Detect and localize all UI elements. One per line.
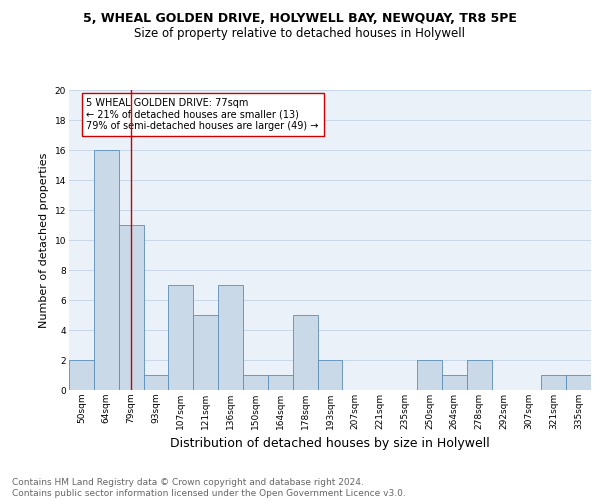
Bar (317, 360, 343, 390)
Bar (293, 315, 317, 390)
Bar (143, 375, 169, 390)
Bar (268, 375, 293, 390)
Bar (193, 315, 218, 390)
Text: Contains HM Land Registry data © Crown copyright and database right 2024.
Contai: Contains HM Land Registry data © Crown c… (12, 478, 406, 498)
Text: 5, WHEAL GOLDEN DRIVE, HOLYWELL BAY, NEWQUAY, TR8 5PE: 5, WHEAL GOLDEN DRIVE, HOLYWELL BAY, NEW… (83, 12, 517, 26)
Bar (541, 375, 566, 390)
Bar (442, 375, 467, 390)
Bar (69, 360, 94, 390)
Y-axis label: Number of detached properties: Number of detached properties (39, 152, 49, 328)
Bar (467, 360, 491, 390)
Bar (119, 225, 143, 390)
Bar (218, 285, 243, 390)
Bar (417, 360, 442, 390)
X-axis label: Distribution of detached houses by size in Holywell: Distribution of detached houses by size … (170, 438, 490, 450)
Bar (566, 375, 591, 390)
Text: 5 WHEAL GOLDEN DRIVE: 77sqm
← 21% of detached houses are smaller (13)
79% of sem: 5 WHEAL GOLDEN DRIVE: 77sqm ← 21% of det… (86, 98, 319, 130)
Bar (243, 375, 268, 390)
Bar (169, 285, 193, 390)
Text: Size of property relative to detached houses in Holywell: Size of property relative to detached ho… (134, 28, 466, 40)
Bar (94, 150, 119, 390)
